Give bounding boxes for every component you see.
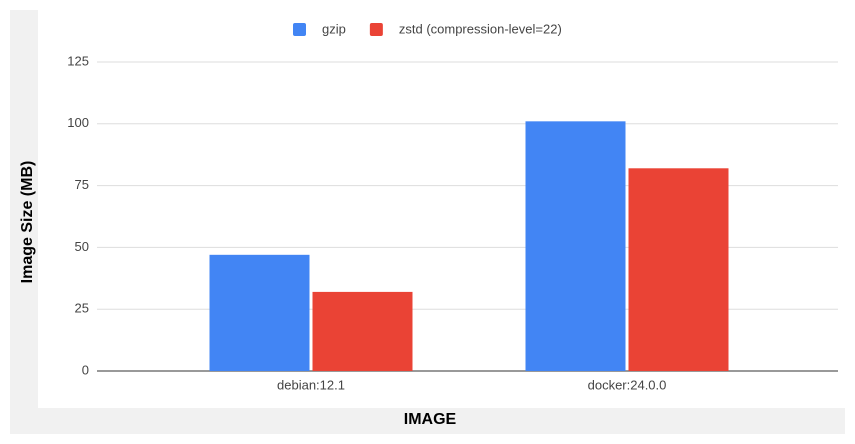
legend-swatch	[293, 23, 306, 36]
bar	[312, 291, 413, 371]
y-tick-label: 100	[67, 115, 89, 130]
y-axis-title: Image Size (MB)	[19, 161, 36, 284]
bar	[209, 254, 310, 371]
legend-swatch	[369, 23, 383, 36]
bar	[525, 121, 626, 371]
legend-label: zstd (compression-level=22)	[399, 21, 562, 36]
x-tick-label: docker:24.0.0	[588, 377, 667, 392]
x-tick-label: debian:12.1	[277, 377, 345, 392]
y-tick-label: 125	[67, 53, 89, 68]
legend-label: gzip	[322, 21, 346, 36]
y-tick-label: 50	[75, 239, 89, 254]
y-tick-label: 25	[75, 301, 89, 316]
x-axis-title: IMAGE	[404, 411, 457, 428]
y-tick-label: 0	[82, 362, 89, 377]
y-tick-label: 75	[75, 177, 89, 192]
bar	[628, 168, 729, 371]
